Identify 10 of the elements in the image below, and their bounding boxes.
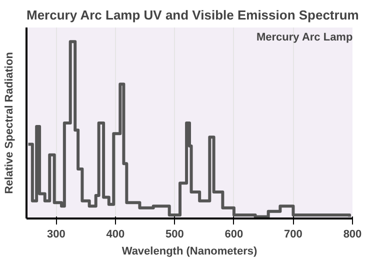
chart-title: Mercury Arc Lamp UV and Visible Emission Spectrum xyxy=(26,8,359,22)
x-tick-label: 400 xyxy=(106,228,125,240)
x-tick-label: 700 xyxy=(284,228,302,240)
x-tick-label: 300 xyxy=(46,228,66,240)
x-tick-label: 500 xyxy=(166,228,184,240)
annotation: Mercury Arc Lamp xyxy=(256,32,353,44)
y-axis-title: Relative Spectral Radiation xyxy=(4,52,16,194)
x-tick-label: 800 xyxy=(343,228,362,240)
x-axis-title: Wavelength (Nanometers) xyxy=(122,246,258,258)
x-tick-label: 600 xyxy=(224,228,244,240)
